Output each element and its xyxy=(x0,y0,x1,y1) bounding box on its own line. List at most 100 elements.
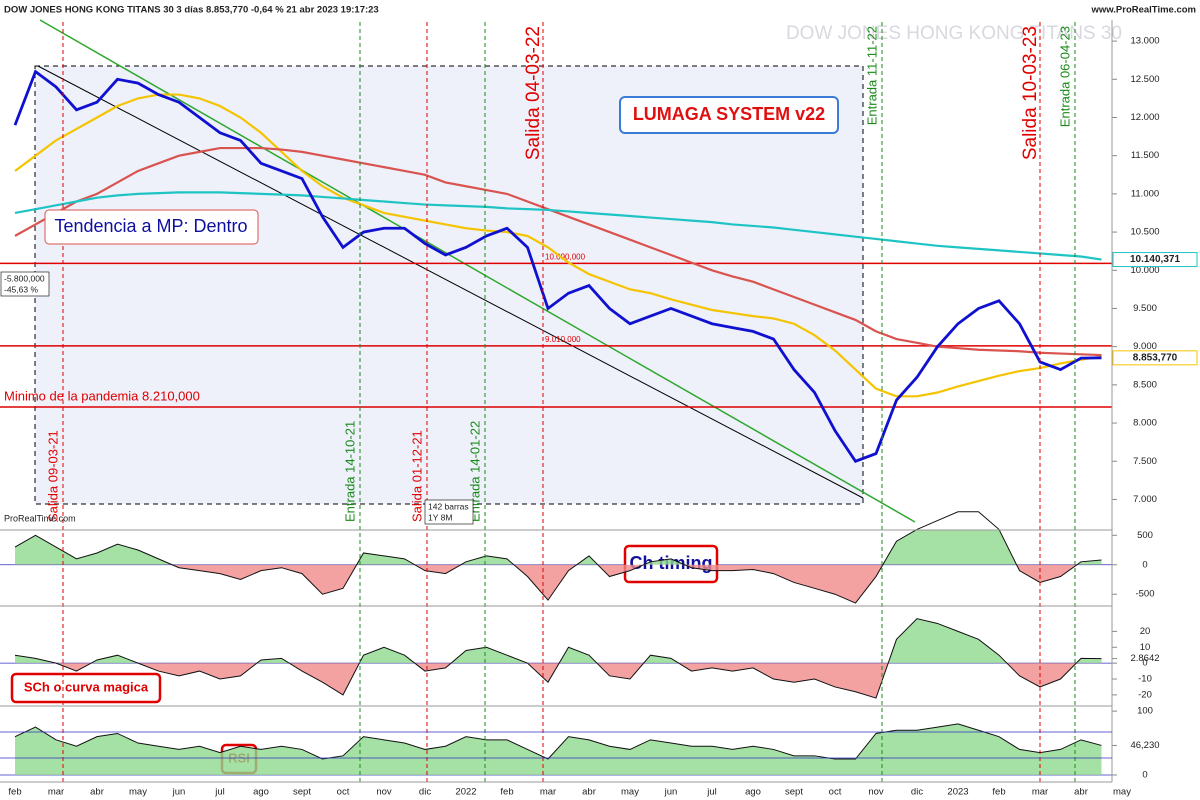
system-label: LUMAGA SYSTEM v22 xyxy=(633,104,825,124)
area-positive xyxy=(15,530,1102,565)
level-label: 9.010,000 xyxy=(545,335,581,344)
x-tick-label: mar xyxy=(1032,787,1048,798)
level-label: 10.090,000 xyxy=(545,253,586,262)
x-tick-label: may xyxy=(621,787,639,798)
y-tick-label: 7.500 xyxy=(1133,456,1157,467)
y-tick-label: 7.000 xyxy=(1133,494,1157,505)
x-tick-label: abr xyxy=(90,787,104,798)
y-tick-label: 500 xyxy=(1137,530,1153,541)
range-box xyxy=(34,65,864,505)
x-tick-label: oct xyxy=(337,787,350,798)
x-tick-label: jun xyxy=(664,787,678,798)
span: 1Y 8M xyxy=(428,512,452,522)
panel-title: SCh o curva magica xyxy=(24,679,149,694)
x-tick-label: mar xyxy=(540,787,556,798)
signal-label: Salida 04-03-22 xyxy=(523,26,544,160)
x-tick-label: abr xyxy=(1074,787,1088,798)
x-tick-label: 2022 xyxy=(455,787,476,798)
x-tick-label: ago xyxy=(745,787,761,798)
signal-label: Entrada 14-10-21 xyxy=(342,421,357,522)
y-tick-label: 2.8642 xyxy=(1130,653,1159,664)
price-tag xyxy=(1112,350,1198,366)
y-tick-label: 8.500 xyxy=(1133,379,1157,390)
area-positive xyxy=(15,618,1102,664)
y-tick-label: 0 xyxy=(1142,769,1147,780)
x-tick-label: nov xyxy=(376,787,392,798)
y-tick-label: 0 xyxy=(1142,559,1147,570)
trend-line xyxy=(39,19,916,523)
y-tick-label: -10 xyxy=(1138,674,1152,685)
x-tick-label: mar xyxy=(48,787,64,798)
price-tag-label: 10.140,371 xyxy=(1130,254,1180,265)
price-tag xyxy=(1112,252,1198,268)
trend-line xyxy=(37,65,864,499)
site: www.ProRealTime.com xyxy=(1090,5,1196,16)
y-tick-label: 12.500 xyxy=(1130,74,1159,85)
trend-label: Tendencia a MP: Dentro xyxy=(54,216,247,236)
y-tick-label: 10 xyxy=(1140,642,1151,653)
marks: feb mar abr may jun jul ago sept oct nov dic 2022 fe… xyxy=(0,22,1198,798)
x-tick-label: abr xyxy=(582,787,596,798)
x-tick-label: sept xyxy=(293,787,311,798)
series-line xyxy=(14,191,1102,261)
x-tick-label: jul xyxy=(706,787,717,798)
series-line xyxy=(14,93,1102,398)
drop: -5.800,000 xyxy=(4,273,45,283)
level-label: Minimo de la pandemia 8.210,000 xyxy=(4,388,200,403)
bars-box xyxy=(424,499,474,525)
y-tick-label: 13.000 xyxy=(1130,36,1159,47)
footer-brand: ProRealTime.com xyxy=(4,513,76,523)
x-tick-label: jul xyxy=(214,787,225,798)
x-tick-label: feb xyxy=(500,787,513,798)
x-tick-label: 2023 xyxy=(947,787,968,798)
y-tick-label: 9.500 xyxy=(1133,303,1157,314)
bars: 142 barras xyxy=(428,501,469,511)
y-tick-label: 12.000 xyxy=(1130,112,1159,123)
signal-label: Entrada 14-01-22 xyxy=(467,421,482,522)
x-tick-label: nov xyxy=(868,787,884,798)
signal-label: Entrada 06-04-23 xyxy=(1057,26,1072,127)
x-tick-label: may xyxy=(129,787,147,798)
x-tick-label: jun xyxy=(172,787,186,798)
series-line xyxy=(13,69,1102,463)
y-tick-label: 11.000 xyxy=(1131,188,1159,199)
line xyxy=(14,511,1102,604)
label-box xyxy=(10,672,162,704)
trend-box xyxy=(44,209,259,245)
area-negative xyxy=(15,663,1102,699)
y-tick-label: 10.000 xyxy=(1130,265,1159,276)
price-tag-label: 8.853,770 xyxy=(1133,352,1178,363)
header-title: DOW JONES HONG KONG TITANS 30 3 días 8.8… xyxy=(4,5,379,16)
system-box xyxy=(619,96,839,134)
area-positive xyxy=(15,723,1102,775)
y-tick-label: 46,230 xyxy=(1130,740,1159,751)
x-tick-label: feb xyxy=(992,787,1005,798)
area-negative xyxy=(15,774,1102,775)
series-line xyxy=(14,146,1102,357)
watermark: DOW JONES HONG KONG TITANS 30 xyxy=(786,23,1122,44)
drop-pct: -45,63 % xyxy=(4,284,38,294)
x-tick-label: ago xyxy=(253,787,269,798)
y-tick-label: -500 xyxy=(1135,589,1154,600)
y-tick-label: 9.000 xyxy=(1133,341,1157,352)
y-tick-label: 0 xyxy=(1142,658,1147,669)
x-tick-label: dic xyxy=(419,787,431,798)
x-tick-label: may xyxy=(1113,787,1131,798)
y-tick-label: 8.000 xyxy=(1133,418,1157,429)
x-tick-label: dic xyxy=(911,787,923,798)
x-tick-label: feb xyxy=(8,787,21,798)
line xyxy=(14,618,1102,699)
x-tick-label: sept xyxy=(785,787,803,798)
drop-box xyxy=(0,271,50,297)
y-tick-label: 10.500 xyxy=(1130,227,1159,238)
line xyxy=(14,723,1102,760)
signal-label: Salida 10-03-23 xyxy=(1020,26,1041,160)
y-tick-label: 100 xyxy=(1137,706,1153,717)
signal-label: Salida 09-03-21 xyxy=(45,430,60,522)
area-negative xyxy=(15,564,1102,604)
y-tick-label: 20 xyxy=(1140,626,1151,637)
x-tick-label: oct xyxy=(829,787,842,798)
signal-label: Entrada 11-11-22 xyxy=(864,26,879,125)
signal-label: Salida 01-12-21 xyxy=(409,430,424,522)
